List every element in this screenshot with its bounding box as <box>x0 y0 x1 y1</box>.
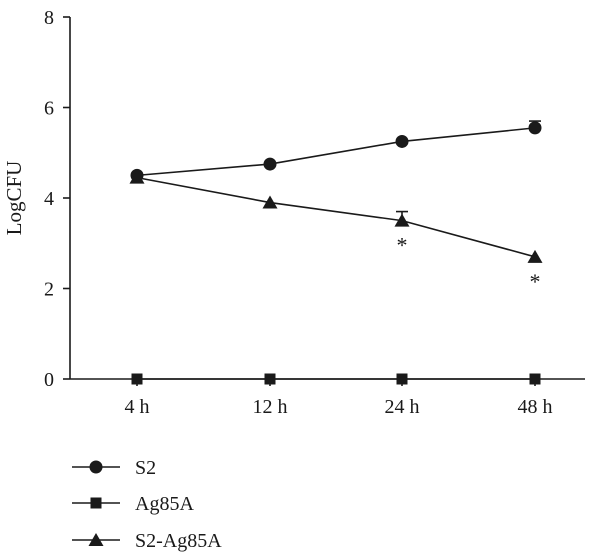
series-line <box>136 127 536 177</box>
y-axis-title-group: LogCFU <box>2 161 26 236</box>
data-point <box>131 373 143 385</box>
data-point <box>528 121 542 135</box>
series-layer <box>129 120 543 385</box>
axes: 0 2 4 6 8 4 h 12 h 24 h 48 h <box>44 7 585 418</box>
data-point <box>262 195 278 209</box>
legend: S2 Ag85A S2-Ag85A <box>72 457 222 552</box>
y-tick-label: 6 <box>44 98 54 120</box>
y-tick-label: 2 <box>44 279 54 301</box>
legend-marker <box>90 497 102 509</box>
x-tick-label: 48 h <box>518 396 553 418</box>
y-axis-title: LogCFU <box>2 161 26 236</box>
legend-label: Ag85A <box>135 493 194 515</box>
y-tick-label: 8 <box>44 7 54 29</box>
series-s2-ag85a <box>129 170 543 263</box>
series-line <box>136 176 536 258</box>
legend-item: S2-Ag85A <box>72 530 222 552</box>
data-point <box>394 213 410 227</box>
legend-item: S2 <box>72 457 156 479</box>
x-tick-label: 12 h <box>253 396 288 418</box>
data-point <box>527 249 543 263</box>
y-tick-label: 0 <box>44 369 54 391</box>
legend-marker <box>88 533 104 546</box>
legend-label: S2 <box>135 457 156 479</box>
data-point <box>264 373 276 385</box>
y-tick-label: 4 <box>44 188 54 210</box>
data-point <box>263 157 277 171</box>
significance-marker: * <box>397 233 408 258</box>
x-tick-label: 24 h <box>385 396 420 418</box>
legend-item: Ag85A <box>72 493 194 515</box>
legend-marker <box>89 460 103 474</box>
series-s2 <box>130 120 542 182</box>
series-ag85a <box>131 373 541 385</box>
significance-marker: * <box>530 269 541 294</box>
legend-label: S2-Ag85A <box>135 530 222 552</box>
data-point <box>395 134 409 148</box>
data-point <box>396 373 408 385</box>
data-point <box>529 373 541 385</box>
annotation-layer: ** <box>397 233 541 294</box>
data-point <box>129 170 145 184</box>
x-tick-label: 4 h <box>125 396 150 418</box>
